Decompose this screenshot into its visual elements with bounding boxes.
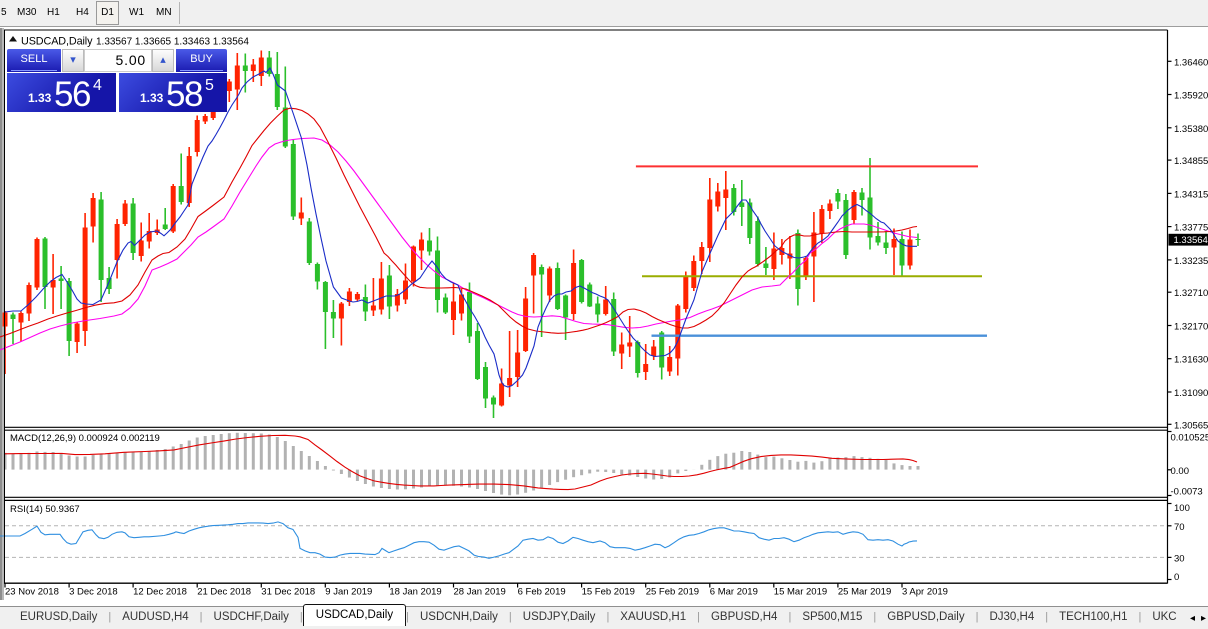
svg-text:0.00: 0.00 xyxy=(1171,466,1190,477)
svg-text:12 Dec 2018: 12 Dec 2018 xyxy=(133,587,187,598)
svg-text:25 Feb 2019: 25 Feb 2019 xyxy=(646,587,699,598)
svg-text:1.32710: 1.32710 xyxy=(1174,288,1208,299)
svg-text:1.35920: 1.35920 xyxy=(1174,91,1208,102)
svg-text:1.31630: 1.31630 xyxy=(1174,355,1208,366)
svg-text:1.31090: 1.31090 xyxy=(1174,388,1208,399)
svg-text:0: 0 xyxy=(1174,572,1179,583)
svg-text:1.32170: 1.32170 xyxy=(1174,322,1208,333)
svg-text:30: 30 xyxy=(1174,553,1185,564)
svg-text:25 Mar 2019: 25 Mar 2019 xyxy=(838,587,891,598)
svg-text:100: 100 xyxy=(1174,503,1190,514)
svg-text:1.34315: 1.34315 xyxy=(1174,189,1208,200)
svg-text:1.30565: 1.30565 xyxy=(1174,420,1208,431)
svg-text:USDCAD,Daily: USDCAD,Daily xyxy=(21,36,93,48)
svg-text:1.33235: 1.33235 xyxy=(1174,256,1208,267)
svg-text:3 Dec 2018: 3 Dec 2018 xyxy=(69,587,118,598)
svg-text:9 Jan 2019: 9 Jan 2019 xyxy=(325,587,372,598)
svg-text:1.33567 1.33665 1.33463 1.3356: 1.33567 1.33665 1.33463 1.33564 xyxy=(96,37,249,48)
svg-text:6 Mar 2019: 6 Mar 2019 xyxy=(710,587,758,598)
svg-text:-0.0073: -0.0073 xyxy=(1171,486,1203,497)
svg-text:3 Apr 2019: 3 Apr 2019 xyxy=(902,587,948,598)
svg-text:15 Mar 2019: 15 Mar 2019 xyxy=(774,587,827,598)
svg-text:1.34855: 1.34855 xyxy=(1174,156,1208,167)
svg-text:1.33564: 1.33564 xyxy=(1174,235,1208,246)
svg-text:28 Jan 2019: 28 Jan 2019 xyxy=(454,587,506,598)
svg-text:15 Feb 2019: 15 Feb 2019 xyxy=(582,587,635,598)
svg-text:31 Dec 2018: 31 Dec 2018 xyxy=(261,587,315,598)
svg-text:1.36460: 1.36460 xyxy=(1174,57,1208,68)
svg-text:1.35380: 1.35380 xyxy=(1174,124,1208,135)
svg-text:6 Feb 2019: 6 Feb 2019 xyxy=(518,587,566,598)
svg-text:MACD(12,26,9) 0.000924 0.00211: MACD(12,26,9) 0.000924 0.002119 xyxy=(10,433,160,444)
svg-text:RSI(14) 50.9367: RSI(14) 50.9367 xyxy=(10,504,80,515)
svg-text:18 Jan 2019: 18 Jan 2019 xyxy=(389,587,441,598)
svg-text:21 Dec 2018: 21 Dec 2018 xyxy=(197,587,251,598)
svg-text:0.010525: 0.010525 xyxy=(1171,433,1208,444)
svg-text:70: 70 xyxy=(1174,522,1185,533)
svg-text:1.33775: 1.33775 xyxy=(1174,223,1208,234)
svg-text:23 Nov 2018: 23 Nov 2018 xyxy=(5,587,59,598)
